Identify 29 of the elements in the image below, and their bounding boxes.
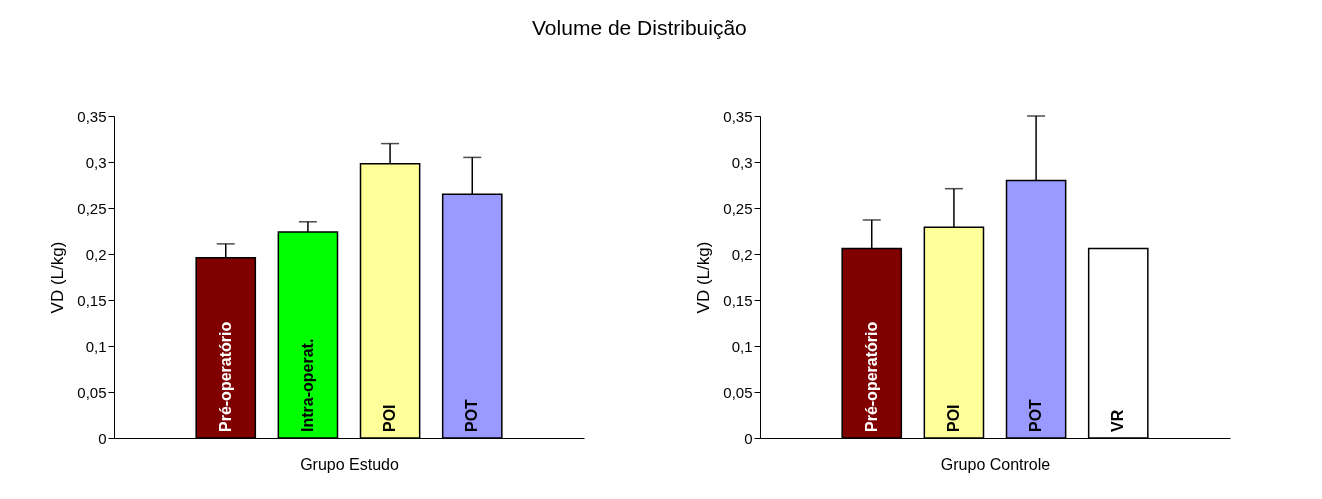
y-tick-label: 0 — [744, 429, 753, 447]
y-tick-label: 0,15 — [723, 291, 753, 309]
x-tick-label: POT — [463, 398, 481, 432]
y-tick-label: 0 — [98, 429, 107, 447]
x-tick-label: VR — [1109, 409, 1127, 432]
y-axis-title: VD (L/kg) — [48, 241, 68, 314]
x-tick-label: Pré-operatório — [216, 321, 234, 432]
x-tick-label: POI — [944, 404, 962, 432]
x-tick-label: Intra-operat. — [298, 338, 316, 432]
y-tick-label: 0,2 — [731, 245, 753, 263]
y-tick-label: 0,25 — [77, 199, 107, 217]
y-tick-label: 0,15 — [77, 291, 107, 309]
y-tick-label: 0,1 — [731, 337, 753, 355]
y-tick-label: 0,05 — [77, 383, 107, 401]
y-tick-label: 0,3 — [731, 153, 753, 171]
y-tick-label: 0,25 — [723, 199, 753, 217]
y-axis-title: VD (L/kg) — [694, 241, 714, 314]
x-tick-label: POT — [1027, 398, 1045, 432]
y-tick-label: 0,1 — [85, 337, 107, 355]
x-axis-title: Grupo Controle — [940, 455, 1051, 473]
text: Volume de Distribuição — [532, 16, 747, 39]
x-axis-title: Grupo Estudo — [300, 455, 399, 473]
y-tick-label: 0,3 — [85, 153, 107, 171]
y-tick-label: 0,35 — [723, 107, 753, 125]
y-tick-label: 0,05 — [723, 383, 753, 401]
y-tick-label: 0,35 — [77, 107, 107, 125]
x-tick-label: Pré-operatório — [862, 321, 880, 432]
x-tick-label: POI — [381, 404, 399, 432]
y-tick-label: 0,2 — [85, 245, 107, 263]
